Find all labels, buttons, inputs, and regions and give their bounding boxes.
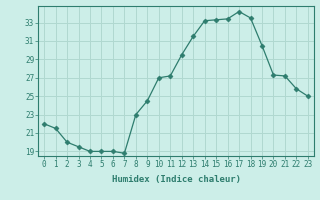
X-axis label: Humidex (Indice chaleur): Humidex (Indice chaleur) bbox=[111, 175, 241, 184]
